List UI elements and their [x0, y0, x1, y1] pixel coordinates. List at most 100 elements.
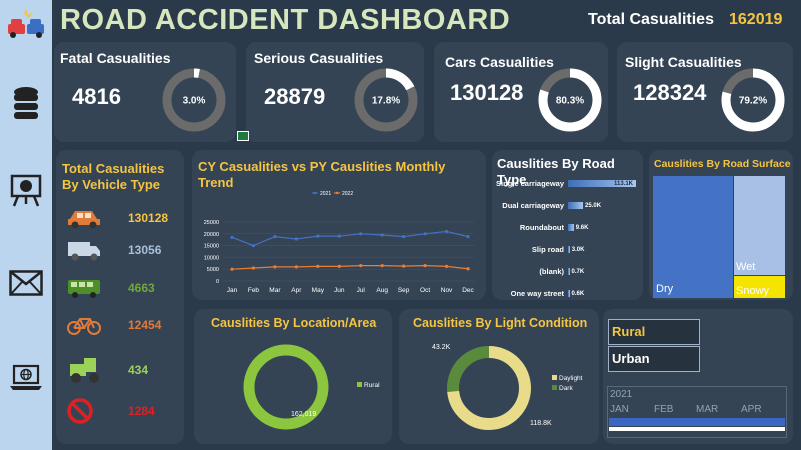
series-line-2021 — [231, 230, 469, 247]
bus-icon — [68, 280, 100, 298]
road-type-chart: Single carriageway 113.1K Dual carriageway… — [492, 150, 643, 300]
kpi-card-cars: Cars Casualities 130128 80.3% — [434, 42, 608, 142]
data-point-2021[interactable] — [294, 237, 298, 241]
legend-label: 2022 — [342, 191, 353, 197]
vehicle-row-car: 130128 — [66, 203, 176, 233]
data-point-2021[interactable] — [316, 234, 320, 238]
data-point-2021[interactable] — [251, 244, 256, 248]
treemap-dry[interactable]: Dry — [653, 176, 733, 298]
mail-icon[interactable] — [6, 263, 46, 303]
location-slice-rural[interactable] — [243, 344, 329, 430]
x-tick-label: Jan — [227, 287, 238, 294]
road-type-bar[interactable] — [568, 180, 636, 187]
laptop-globe-icon[interactable] — [6, 358, 46, 398]
treemap-wet-label: Wet — [736, 261, 756, 273]
road-type-bar[interactable] — [568, 224, 574, 231]
road-type-bar[interactable] — [568, 246, 570, 253]
kpi-card-serious: Serious Casualities 28879 17.8% — [246, 42, 424, 142]
kpi-percent: 3.0% — [183, 96, 206, 107]
data-point-2022[interactable] — [466, 267, 470, 271]
x-tick-label: Mar — [269, 287, 281, 294]
timeline-month[interactable]: FEB — [654, 404, 674, 415]
data-point-2021[interactable] — [423, 232, 427, 236]
vehicle-value-other: 1284 — [128, 404, 155, 418]
slicer-rural-button[interactable]: Rural — [608, 319, 700, 345]
x-tick-label: Nov — [441, 287, 453, 294]
data-point-2021[interactable] — [230, 235, 234, 239]
x-tick-label: Oct — [420, 287, 430, 294]
data-point-2021[interactable] — [444, 229, 449, 234]
vehicle-row-bicycle: 12454 — [66, 310, 176, 340]
total-casualities-value: 162019 — [729, 11, 783, 28]
car-crash-icon[interactable] — [6, 4, 46, 44]
vehicle-value-bus: 4663 — [128, 281, 155, 295]
tractor-icon — [70, 358, 99, 383]
van-icon — [68, 242, 100, 261]
data-point-2021[interactable] — [466, 235, 470, 239]
y-tick-label: 0 — [216, 279, 219, 285]
data-point-2022[interactable] — [251, 266, 256, 270]
data-point-2022[interactable] — [359, 264, 363, 268]
x-tick-label: Apr — [291, 287, 302, 294]
data-point-2022[interactable] — [273, 265, 277, 269]
location-data-label: 162,019 — [291, 411, 316, 418]
presentation-icon[interactable] — [6, 170, 46, 210]
road-type-bar[interactable] — [568, 290, 570, 297]
slicer-urban-button[interactable]: Urban — [608, 346, 700, 372]
road-type-label: (blank) — [539, 267, 564, 276]
data-point-2022[interactable] — [230, 267, 234, 271]
road-type-value: 0.7K — [571, 268, 585, 275]
location-title: Causlities By Location/Area — [211, 316, 377, 330]
timeline-scrollbar[interactable] — [609, 427, 785, 431]
focus-mode-icon[interactable] — [237, 131, 249, 141]
road-type-bar[interactable] — [568, 268, 570, 275]
treemap-snowy[interactable]: Snowy — [734, 276, 785, 298]
light-title: Causlities By Light Condition — [413, 316, 588, 330]
light-donut-chart: 43.2K 118.8K Daylight Dark — [432, 344, 583, 430]
kpi-donut: 3.0% — [162, 68, 226, 132]
data-point-2022[interactable] — [316, 264, 320, 268]
data-point-2022[interactable] — [402, 264, 406, 268]
x-tick-label: Sep — [398, 287, 410, 294]
kpi-card-fatal: Fatal Casualities 4816 3.0% — [54, 42, 236, 142]
legend-swatch-dark — [552, 385, 557, 390]
data-point-2022[interactable] — [294, 265, 298, 269]
treemap-wet[interactable]: Wet — [734, 176, 785, 275]
timeline-month[interactable]: JAN — [610, 404, 629, 415]
total-casualities-label: Total Casualities — [588, 11, 714, 28]
road-surface-title: Causlities By Road Surface — [654, 158, 791, 170]
data-point-2021[interactable] — [337, 234, 341, 238]
light-slice-daylight[interactable] — [447, 346, 531, 430]
road-type-title: Causlities By Road Type — [497, 156, 615, 187]
data-point-2022[interactable] — [444, 264, 449, 268]
vehicle-value-van: 13056 — [128, 243, 162, 257]
legend-label: 2021 — [320, 191, 331, 197]
road-type-bar[interactable] — [568, 202, 584, 209]
timeline-year: 2021 — [610, 389, 633, 400]
kpi-percent: 80.3% — [556, 96, 584, 107]
timeline-selection-bar[interactable] — [609, 418, 785, 426]
kpi-value: 128324 — [633, 80, 707, 105]
data-point-2021[interactable] — [273, 235, 277, 239]
data-point-2021[interactable] — [380, 233, 384, 237]
y-tick-label: 15000 — [204, 244, 219, 250]
trend-chart-title: CY Casualities vs PY Causlities Monthly … — [198, 159, 446, 190]
timeline-slicer: 2021 JAN FEB MAR APR — [607, 386, 787, 438]
database-icon[interactable] — [6, 84, 46, 124]
road-type-label: One way street — [510, 289, 564, 298]
road-type-label: Dual carriageway — [502, 201, 564, 210]
location-donut-chart: 162,019 Rural — [243, 344, 380, 430]
data-point-2022[interactable] — [423, 264, 427, 268]
data-point-2022[interactable] — [380, 264, 384, 268]
data-point-2021[interactable] — [402, 235, 406, 239]
bicycle-icon — [67, 318, 101, 335]
location-area-panel: Causlities By Location/Area 162,019 Rura… — [194, 309, 392, 444]
data-point-2022[interactable] — [337, 264, 341, 268]
timeline-month[interactable]: MAR — [696, 404, 719, 415]
data-point-2021[interactable] — [359, 232, 363, 236]
kpi-title: Fatal Casualities — [60, 50, 171, 66]
road-type-value: 0.6K — [571, 290, 585, 297]
timeline-month[interactable]: APR — [741, 404, 762, 415]
light-label-daylight: 118.8K — [530, 420, 552, 427]
kpi-card-slight: Slight Casualities 128324 79.2% — [617, 42, 793, 142]
